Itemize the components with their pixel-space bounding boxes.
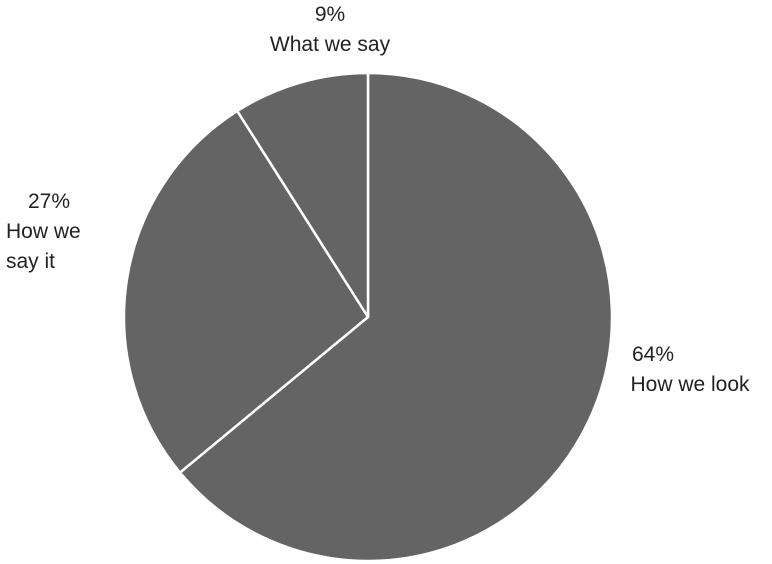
slice-how-we-say-it [122,109,370,474]
slice-category-label: How we look [630,373,750,396]
slice-value-label: 27% [27,190,71,213]
slice-value-label: 64% [632,343,675,366]
slice-how-we-look [178,71,614,563]
slice-label-what-we-say: 9% What we say [250,0,410,60]
slice-what-we-say [236,71,370,319]
slice-label-how-we-say-it: 27% How we say it [6,187,116,277]
slice-category-label: What we say [269,33,391,56]
slice-value-label: 9% [314,3,346,26]
slice-category-label-line-2: say it [6,250,56,273]
slice-category-label-line-1: How we [6,220,81,243]
slice-label-how-we-look: 64% How we look [610,340,770,400]
